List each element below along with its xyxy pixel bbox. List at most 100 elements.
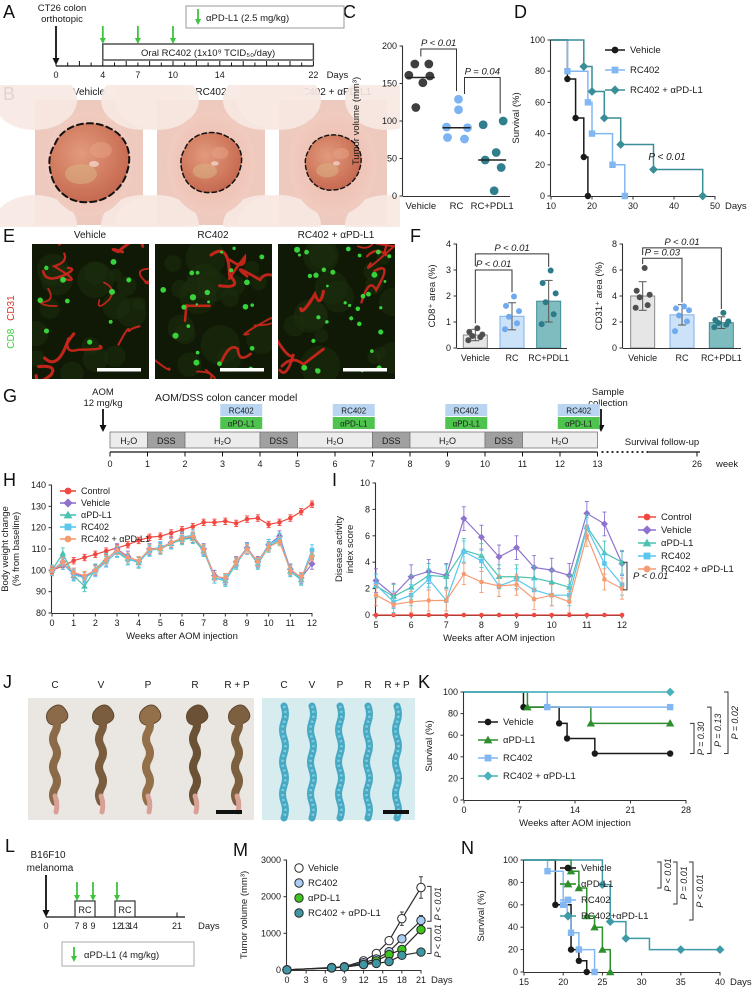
svg-text:P < 0.01: P < 0.01 [695,874,705,907]
svg-text:melanoma: melanoma [27,863,74,874]
panel-d-survival-chart: 10 20 30 40 50 0 20 40 60 80 100 Days Survival (%) Ve… [511,35,747,212]
svg-text:9: 9 [342,975,347,985]
colon-label-rp-2: R + P [384,680,410,691]
svg-text:1000: 1000 [261,928,281,938]
svg-text:9: 9 [445,459,450,469]
svg-text:12: 12 [112,921,122,931]
svg-text:60: 60 [508,900,518,910]
svg-text:AOM/DSS colon cancer model: AOM/DSS colon cancer model [155,392,297,404]
svg-text:2: 2 [365,584,370,594]
panel-e-if-images: Vehicle RC402 RC402 + αPD-L1 CD8 CD31 [6,230,395,379]
svg-text:20: 20 [448,773,458,783]
svg-text:collection: collection [588,398,628,409]
svg-text:αPD-L1: αPD-L1 [81,510,112,520]
svg-text:100: 100 [503,855,518,865]
svg-text:RC: RC [79,905,92,915]
svg-text:8: 8 [479,620,484,630]
svg-text:80: 80 [508,877,518,887]
svg-text:40: 40 [448,752,458,762]
svg-text:P < 0.01: P < 0.01 [476,259,511,270]
svg-text:αPD-L1: αPD-L1 [581,879,613,890]
svg-text:6: 6 [612,265,617,275]
panel-letter-d: D [514,2,527,22]
photo-label-rc402: RC402 [195,87,227,98]
svg-text:Days: Days [198,921,220,932]
svg-text:RC402: RC402 [81,522,109,532]
svg-text:7: 7 [135,70,140,80]
svg-text:12 mg/kg: 12 mg/kg [83,398,122,409]
svg-text:DSS: DSS [382,436,401,446]
svg-text:RC402: RC402 [308,878,338,889]
svg-text:40: 40 [535,129,545,139]
svg-text:4: 4 [446,239,451,249]
colon-label-p-1: P [145,680,152,691]
svg-text:3: 3 [114,618,119,628]
svg-text:RC402 + αPD-L1: RC402 + αPD-L1 [81,534,150,544]
svg-text:0: 0 [53,70,58,80]
svg-text:12: 12 [307,618,317,628]
svg-text:Days: Days [725,201,747,212]
svg-text:P = 0.13: P = 0.13 [713,714,723,747]
svg-text:15: 15 [519,977,529,987]
svg-text:Vehicle: Vehicle [308,863,339,874]
if-stain-legend: CD8 CD31 [6,295,17,349]
svg-text:10: 10 [547,620,557,630]
svg-text:Oral RC402 (1x10⁹ TCID₅₀/day): Oral RC402 (1x10⁹ TCID₅₀/day) [141,48,275,59]
svg-text:RC: RC [506,353,519,363]
panel-letter-n: N [461,838,474,858]
svg-text:αPD-L1: αPD-L1 [340,420,368,429]
svg-text:20: 20 [535,160,545,170]
svg-text:P = 0.03: P = 0.03 [645,247,681,258]
svg-text:0: 0 [107,459,112,469]
svg-text:200: 200 [382,41,397,51]
svg-text:RC402: RC402 [454,407,479,416]
panel-m-tumor-volume-chart: 0 3 6 9 12 15 18 21 0 1000 2000 3000 Days Tumor volum… [239,855,453,986]
svg-text:Weeks after AOM injection: Weeks after AOM injection [443,633,555,644]
svg-text:B16F10: B16F10 [30,850,65,861]
svg-text:100: 100 [443,687,458,697]
panel-letter-f: F [410,226,421,246]
colon-label-r-1: R [191,680,198,691]
svg-text:0: 0 [446,343,451,353]
svg-text:50: 50 [710,201,720,211]
svg-text:14: 14 [128,921,138,931]
svg-text:5: 5 [158,618,163,628]
svg-text:130: 130 [31,501,46,511]
svg-text:6: 6 [365,531,370,541]
svg-text:26: 26 [692,459,702,469]
svg-text:Survival (%): Survival (%) [476,890,487,941]
svg-text:9: 9 [244,618,249,628]
svg-text:10: 10 [360,478,370,488]
svg-text:11: 11 [582,620,591,630]
svg-text:RC402: RC402 [581,895,611,906]
cd8-label: CD8 [6,328,17,348]
svg-text:7: 7 [444,620,449,630]
svg-text:RC: RC [450,201,464,212]
svg-text:2: 2 [182,459,187,469]
svg-text:6: 6 [332,459,337,469]
panel-letter-m: M [233,840,248,860]
if-label-rc402-apdl1: RC402 + αPD-L1 [298,230,375,241]
svg-text:10: 10 [168,70,178,80]
panel-b-tumor-photos: Vehicle RC402 RC402 + αPD-L1 [0,85,400,227]
svg-text:Vehicle: Vehicle [81,498,110,508]
panel-letter-e: E [3,226,16,246]
svg-text:6: 6 [179,618,184,628]
svg-text:120: 120 [31,523,46,533]
svg-text:9: 9 [514,620,519,630]
svg-text:RC402+αPD-L1: RC402+αPD-L1 [581,911,649,922]
svg-text:1: 1 [145,459,150,469]
panel-letter-l: L [5,836,16,856]
colon-label-c-2: C [280,680,287,691]
svg-text:Vehicle: Vehicle [661,525,692,536]
svg-text:H₂O: H₂O [214,436,231,446]
photo-label-vehicle: Vehicle [73,87,106,98]
if-label-rc402: RC402 [197,230,229,241]
panel-n-survival-chart: 15 20 25 30 35 40 0 20 40 60 80 100 Days Survival (%)… [476,855,752,988]
svg-text:7: 7 [370,459,375,469]
svg-text:1: 1 [446,317,451,327]
svg-text:0: 0 [49,618,54,628]
svg-text:RC402 + αPD-L1: RC402 + αPD-L1 [661,564,734,575]
svg-text:20: 20 [508,945,518,955]
